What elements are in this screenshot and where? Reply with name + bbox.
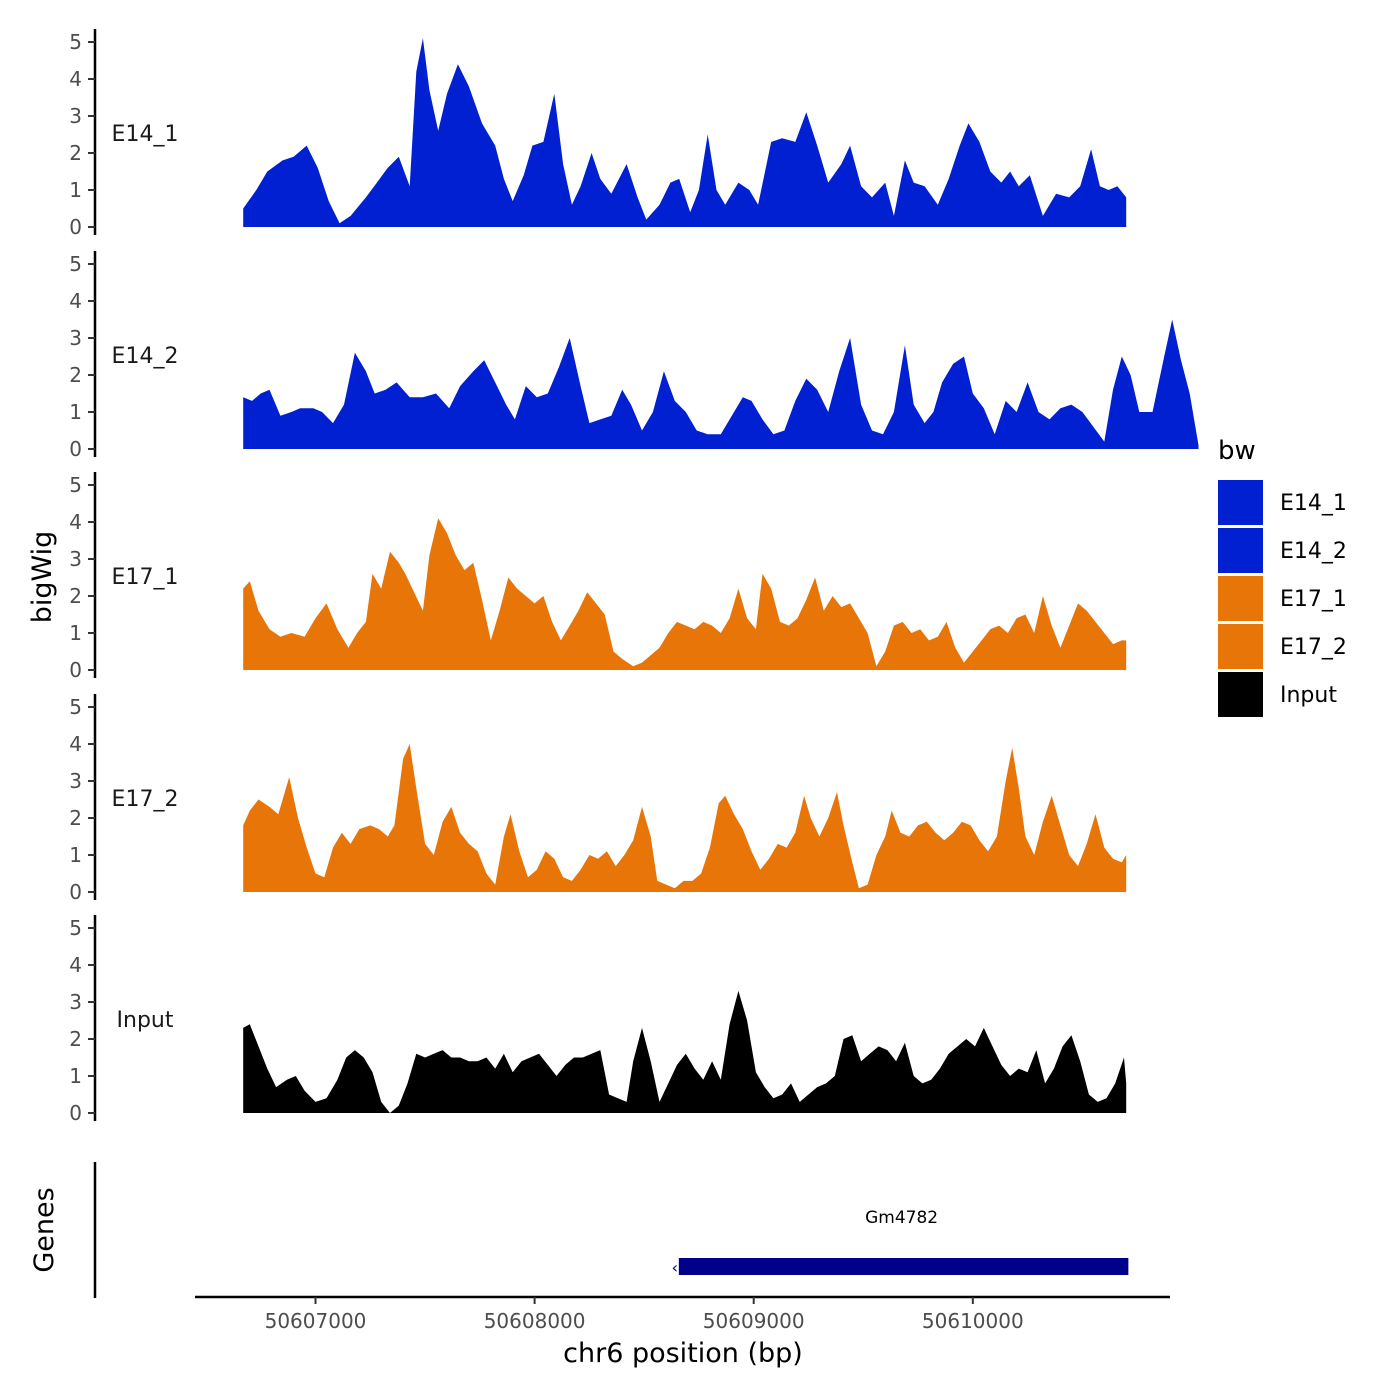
y-tick-label: 5 xyxy=(69,916,82,940)
y-tick-label: 4 xyxy=(69,732,82,756)
y-tick-label: 3 xyxy=(69,990,82,1014)
y-tick-label: 5 xyxy=(69,695,82,719)
legend-label: Input xyxy=(1280,683,1337,708)
track-input: 0 1 2 3 4 5 Input xyxy=(69,915,1127,1125)
y-tick-label: 1 xyxy=(69,400,82,424)
legend: bw E14_1 E14_2 E17_1 E17_2 Input xyxy=(1218,436,1347,717)
y-tick-label: 2 xyxy=(69,363,82,387)
legend-title: bw xyxy=(1218,436,1256,466)
gene-body[interactable] xyxy=(678,1258,1129,1275)
track-label: E14_1 xyxy=(112,122,179,147)
y-tick-label: 1 xyxy=(69,178,82,202)
gene-panel: Genes ‹ Gm4782 xyxy=(29,1162,1129,1298)
y-tick-label: 2 xyxy=(69,1027,82,1051)
legend-item-e14-1: E14_1 xyxy=(1218,480,1347,525)
y-tick-label: 1 xyxy=(69,621,82,645)
y-tick-label: 1 xyxy=(69,843,82,867)
gene-label: Gm4782 xyxy=(865,1208,938,1228)
signal-area-e17-1 xyxy=(243,518,1127,670)
track-label: Input xyxy=(117,1008,174,1033)
legend-swatch xyxy=(1218,672,1263,717)
y-tick-label: 3 xyxy=(69,769,82,793)
legend-label: E14_1 xyxy=(1280,491,1347,516)
y-tick-label: 0 xyxy=(69,215,82,239)
track-panels: 0 1 2 3 4 5 E14_1 0 1 2 3 4 5 E14_2 0 1 2 3 4 5 E17_1 0 1 2 3 4 5 E… xyxy=(69,29,1199,1125)
y-tick-label: 2 xyxy=(69,584,82,608)
signal-area-e14-1 xyxy=(243,38,1127,227)
legend-label: E14_2 xyxy=(1280,539,1347,564)
legend-item-e17-1: E17_1 xyxy=(1218,576,1347,621)
y-tick-label: 0 xyxy=(69,658,82,682)
y-tick-label: 3 xyxy=(69,326,82,350)
legend-swatch xyxy=(1218,576,1263,621)
legend-item-e14-2: E14_2 xyxy=(1218,528,1347,573)
y-tick-label: 4 xyxy=(69,510,82,534)
legend-label: E17_2 xyxy=(1280,635,1347,660)
y-tick-label: 3 xyxy=(69,547,82,571)
y-tick-label: 5 xyxy=(69,252,82,276)
track-label: E17_2 xyxy=(112,787,179,812)
signal-area-e17-2 xyxy=(243,744,1127,892)
gene-strand-arrow-icon: ‹ xyxy=(672,1258,678,1277)
y-tick-label: 0 xyxy=(69,1101,82,1125)
x-tick-label: 50609000 xyxy=(703,1309,805,1333)
y-tick-label: 4 xyxy=(69,67,82,91)
legend-swatch xyxy=(1218,480,1263,525)
legend-item-input: Input xyxy=(1218,672,1337,717)
signal-area-input xyxy=(243,990,1127,1113)
track-e14-2: 0 1 2 3 4 5 E14_2 xyxy=(69,251,1199,461)
y-tick-label: 4 xyxy=(69,289,82,313)
track-e14-1: 0 1 2 3 4 5 E14_1 xyxy=(69,29,1127,239)
y-tick-label: 5 xyxy=(69,473,82,497)
track-e17-2: 0 1 2 3 4 5 E17_2 xyxy=(69,694,1127,904)
legend-item-e17-2: E17_2 xyxy=(1218,624,1347,669)
y-tick-label: 2 xyxy=(69,141,82,165)
y-axis-title: bigWig xyxy=(27,531,58,624)
x-axis: chr6 position (bp) 50607000 50608000 50609… xyxy=(195,1295,1170,1369)
track-e17-1: 0 1 2 3 4 5 E17_1 xyxy=(69,472,1127,682)
y-tick-label: 5 xyxy=(69,30,82,54)
y-tick-label: 4 xyxy=(69,953,82,977)
track-label: E14_2 xyxy=(112,344,179,369)
y-tick-label: 2 xyxy=(69,806,82,830)
signal-area-e14-2 xyxy=(243,319,1199,449)
track-label: E17_1 xyxy=(112,565,179,590)
x-tick-label: 50607000 xyxy=(265,1309,367,1333)
y-tick-label: 0 xyxy=(69,437,82,461)
x-tick-label: 50610000 xyxy=(922,1309,1024,1333)
x-tick-label: 50608000 xyxy=(484,1309,586,1333)
y-tick-label: 3 xyxy=(69,104,82,128)
y-tick-label: 0 xyxy=(69,880,82,904)
legend-swatch xyxy=(1218,624,1263,669)
y-tick-label: 1 xyxy=(69,1064,82,1088)
gene-panel-title: Genes xyxy=(29,1187,60,1272)
legend-label: E17_1 xyxy=(1280,587,1347,612)
x-axis-title: chr6 position (bp) xyxy=(563,1338,803,1369)
legend-swatch xyxy=(1218,528,1263,573)
